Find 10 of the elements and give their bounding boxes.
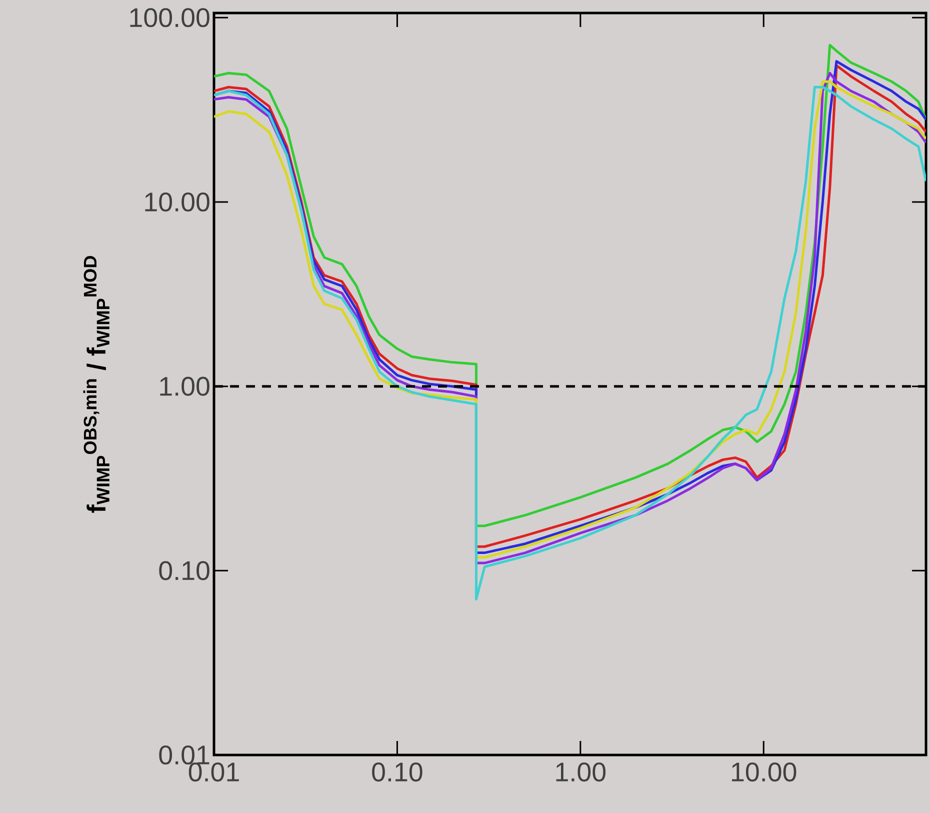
- y-tick-label: 0.10: [159, 561, 210, 580]
- y-axis-title: f$_{WIMP}$$^{OBS,min}$ / f$_{WIMP}$MOD: [83, 256, 110, 513]
- y-tick-label: 10.00: [145, 192, 210, 212]
- y-tick-label: 0.01: [159, 745, 210, 765]
- y-tick-label: 1.00: [160, 376, 210, 396]
- x-tick-label: 0.10: [372, 762, 422, 782]
- x-tick-label: 1.00: [556, 762, 606, 782]
- x-tick-label: 10.00: [732, 762, 796, 782]
- y-tick-label: 100.00: [130, 8, 210, 28]
- x-tick-label: 0.01: [188, 762, 239, 782]
